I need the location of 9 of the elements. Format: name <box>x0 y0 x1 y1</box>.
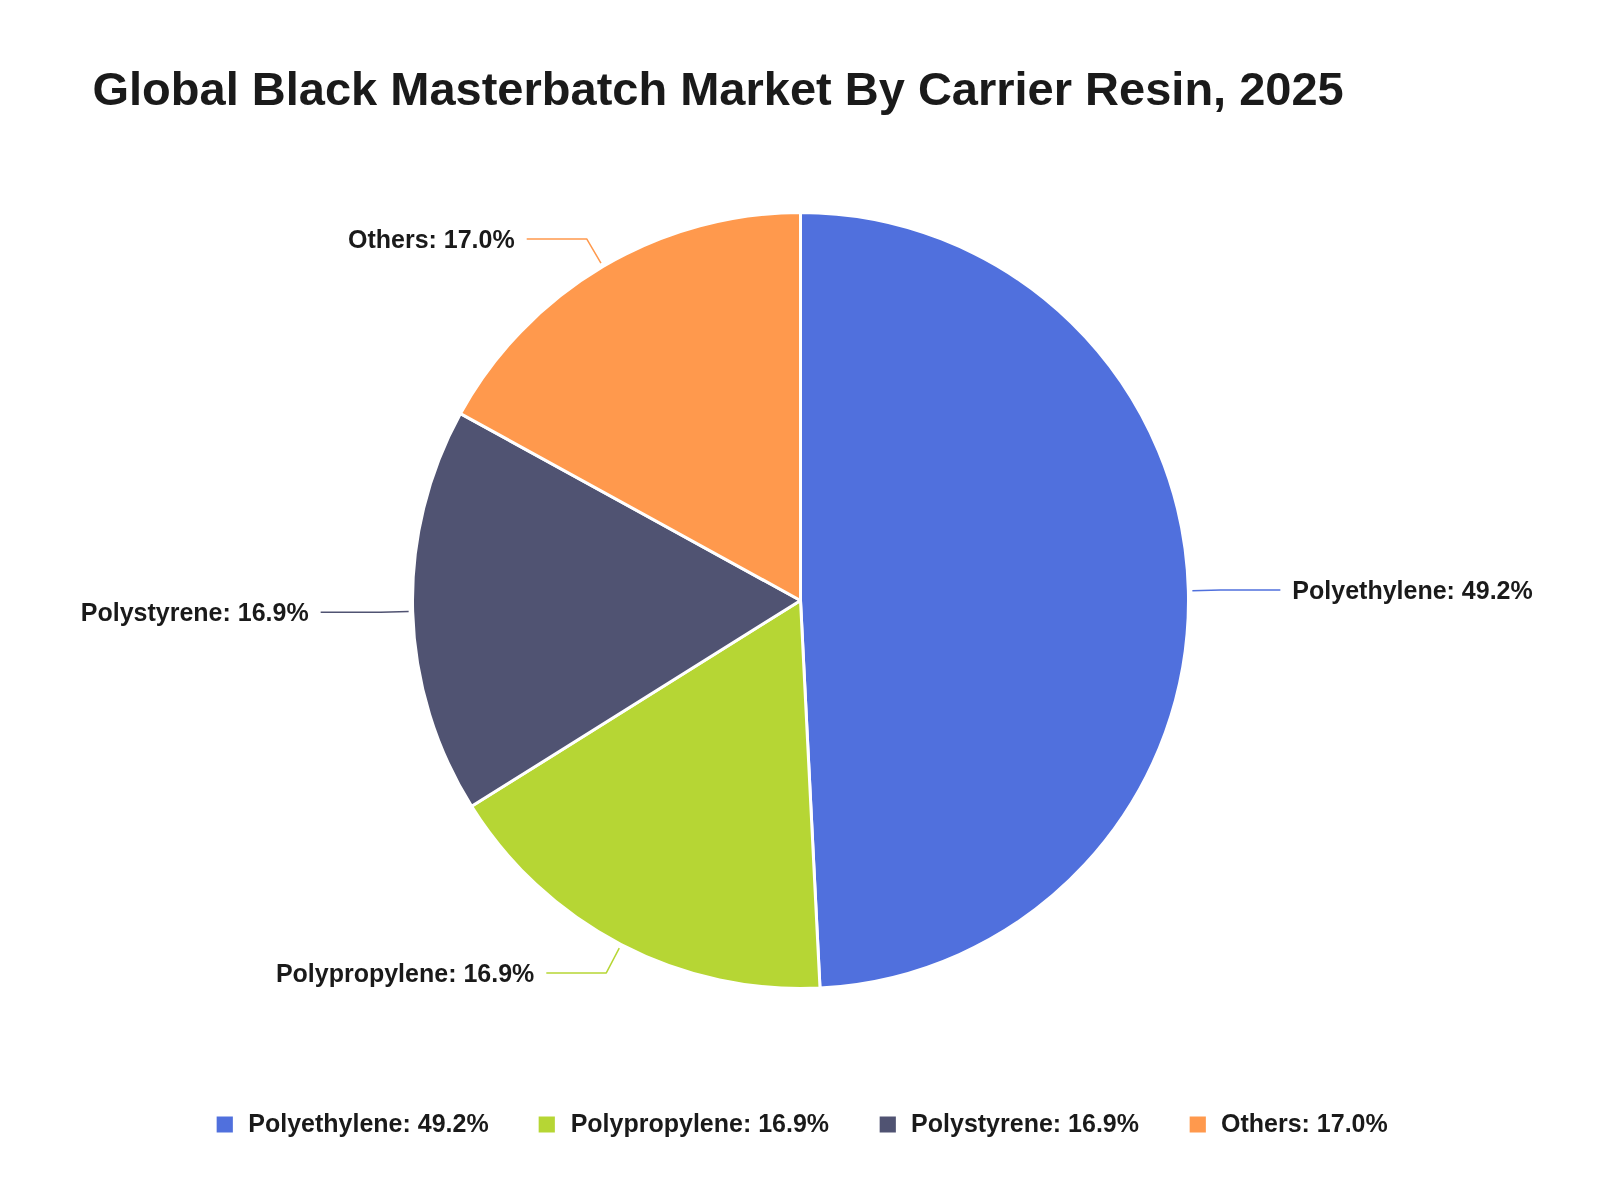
chart-title: Global Black Masterbatch Market By Carrier Resin, 2025 <box>92 62 1344 115</box>
slice-label: Polyethylene: 49.2% <box>1292 575 1533 604</box>
slice-label: Others: 17.0% <box>347 224 515 253</box>
legend-label: Polyethylene: 49.2% <box>248 1109 489 1138</box>
legend-label: Polypropylene: 16.9% <box>570 1109 830 1138</box>
slice-label: Polystyrene: 16.9% <box>80 598 309 627</box>
legend-label: Polystyrene: 16.9% <box>911 1109 1139 1138</box>
legend-label: Others: 17.0% <box>1220 1109 1388 1138</box>
slice-label: Polypropylene: 16.9% <box>275 958 535 987</box>
